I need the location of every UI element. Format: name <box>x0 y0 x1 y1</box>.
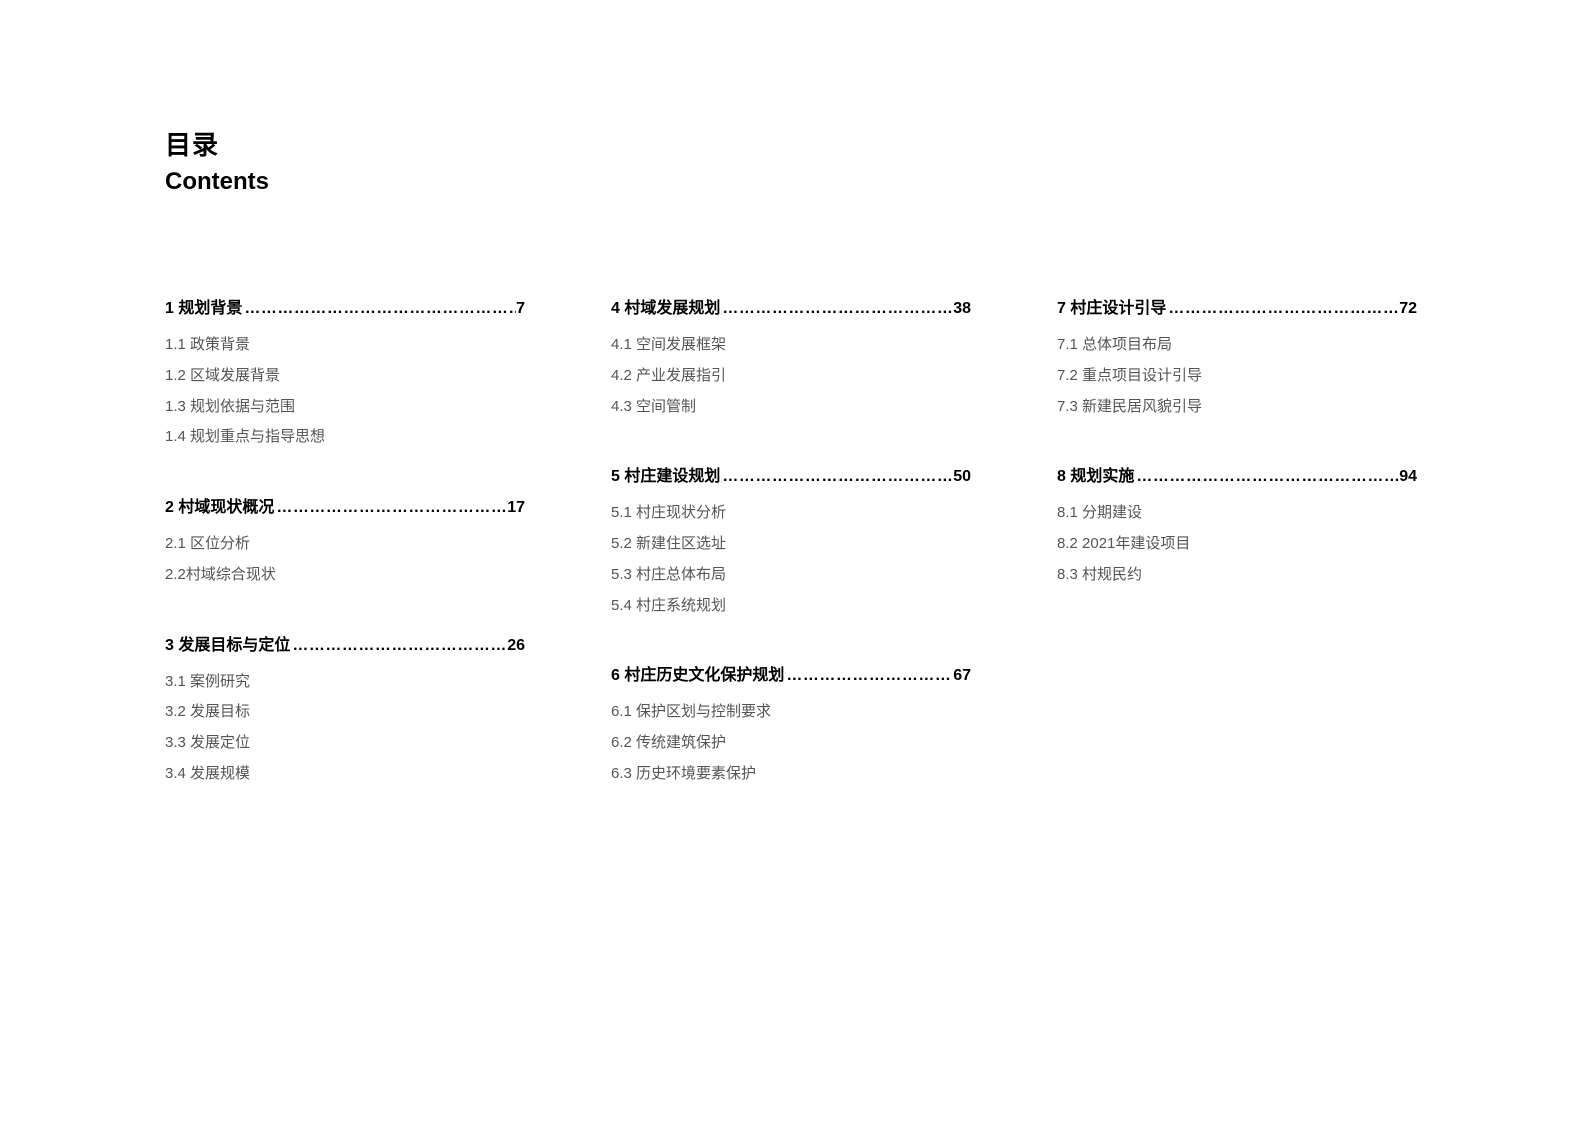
toc-section: 5 村庄建设规划 50 5.1 村庄现状分析5.2 新建住区选址5.3 村庄总体布局… <box>611 462 971 621</box>
toc-section-label: 6 村庄历史文化保护规划 <box>611 661 784 685</box>
toc-section-header: 7 村庄设计引导 72 <box>1057 294 1417 318</box>
title-block: 目录 Contents <box>165 125 1465 196</box>
toc-section-label: 7 村庄设计引导 <box>1057 294 1166 318</box>
toc-subitem: 8.2 2021年建设项目 <box>1057 529 1417 560</box>
toc-section-page: 50 <box>953 468 971 486</box>
toc-section-header: 2 村域现状概况 17 <box>165 493 525 517</box>
toc-leader-dots <box>784 667 953 685</box>
toc-subitem: 1.2 区域发展背景 <box>165 361 525 392</box>
toc-subitem: 5.1 村庄现状分析 <box>611 498 971 529</box>
toc-section-label: 5 村庄建设规划 <box>611 462 720 486</box>
toc-section-page: 7 <box>516 300 525 318</box>
toc-section-page: 94 <box>1399 468 1417 486</box>
toc-section: 8 规划实施 94 8.1 分期建设8.2 2021年建设项目8.3 村规民约 <box>1057 462 1417 590</box>
toc-section-page: 38 <box>953 300 971 318</box>
toc-subitem: 1.4 规划重点与指导思想 <box>165 422 525 453</box>
toc-subitem: 8.3 村规民约 <box>1057 560 1417 591</box>
toc-section-page: 67 <box>953 667 971 685</box>
toc-section-label: 2 村域现状概况 <box>165 493 274 517</box>
toc-subitem: 1.3 规划依据与范围 <box>165 392 525 423</box>
toc-subitem: 3.1 案例研究 <box>165 667 525 698</box>
toc-subitem: 7.3 新建民居风貌引导 <box>1057 392 1417 423</box>
toc-section-header: 3 发展目标与定位 26 <box>165 631 525 655</box>
toc-subitem: 4.3 空间管制 <box>611 392 971 423</box>
toc-subitem: 3.2 发展目标 <box>165 697 525 728</box>
toc-subitem: 5.4 村庄系统规划 <box>611 591 971 622</box>
toc-section-header: 5 村庄建设规划 50 <box>611 462 971 486</box>
toc-subitem: 6.1 保护区划与控制要求 <box>611 697 971 728</box>
toc-section: 1 规划背景 7 1.1 政策背景1.2 区域发展背景1.3 规划依据与范围1.4 … <box>165 294 525 453</box>
toc-columns: 1 规划背景 7 1.1 政策背景1.2 区域发展背景1.3 规划依据与范围1.4 … <box>165 294 1465 830</box>
toc-column: 4 村域发展规划 38 4.1 空间发展框架4.2 产业发展指引4.3 空间管制 5 … <box>611 294 971 830</box>
toc-subitem: 2.1 区位分析 <box>165 529 525 560</box>
toc-subitem: 4.2 产业发展指引 <box>611 361 971 392</box>
toc-section-header: 6 村庄历史文化保护规划 67 <box>611 661 971 685</box>
title-zh: 目录 <box>165 125 1465 162</box>
toc-section: 7 村庄设计引导 72 7.1 总体项目布局7.2 重点项目设计引导7.3 新建民居… <box>1057 294 1417 422</box>
toc-section-label: 1 规划背景 <box>165 294 242 318</box>
toc-section-header: 4 村域发展规划 38 <box>611 294 971 318</box>
toc-leader-dots <box>1134 468 1399 486</box>
toc-subitem: 2.2村域综合现状 <box>165 560 525 591</box>
toc-column: 1 规划背景 7 1.1 政策背景1.2 区域发展背景1.3 规划依据与范围1.4 … <box>165 294 525 830</box>
toc-subitem: 7.1 总体项目布局 <box>1057 330 1417 361</box>
toc-subitem: 6.2 传统建筑保护 <box>611 728 971 759</box>
toc-leader-dots <box>290 637 507 655</box>
toc-subitem: 4.1 空间发展框架 <box>611 330 971 361</box>
toc-leader-dots <box>1166 300 1399 318</box>
toc-leader-dots <box>274 499 507 517</box>
toc-section-label: 3 发展目标与定位 <box>165 631 290 655</box>
toc-subitem: 7.2 重点项目设计引导 <box>1057 361 1417 392</box>
toc-section-page: 26 <box>507 637 525 655</box>
toc-section: 2 村域现状概况 17 2.1 区位分析2.2村域综合现状 <box>165 493 525 591</box>
toc-leader-dots <box>242 300 516 318</box>
toc-section-header: 8 规划实施 94 <box>1057 462 1417 486</box>
toc-section: 4 村域发展规划 38 4.1 空间发展框架4.2 产业发展指引4.3 空间管制 <box>611 294 971 422</box>
toc-section-header: 1 规划背景 7 <box>165 294 525 318</box>
toc-section-page: 72 <box>1399 300 1417 318</box>
toc-section-label: 8 规划实施 <box>1057 462 1134 486</box>
toc-subitem: 3.4 发展规模 <box>165 759 525 790</box>
toc-section: 3 发展目标与定位 26 3.1 案例研究3.2 发展目标3.3 发展定位3.4 发… <box>165 631 525 790</box>
toc-subitem: 5.3 村庄总体布局 <box>611 560 971 591</box>
toc-leader-dots <box>720 300 953 318</box>
toc-subitem: 1.1 政策背景 <box>165 330 525 361</box>
title-en: Contents <box>165 168 1465 196</box>
toc-column: 7 村庄设计引导 72 7.1 总体项目布局7.2 重点项目设计引导7.3 新建民居… <box>1057 294 1417 830</box>
toc-section: 6 村庄历史文化保护规划 67 6.1 保护区划与控制要求6.2 传统建筑保护6.3… <box>611 661 971 789</box>
toc-subitem: 3.3 发展定位 <box>165 728 525 759</box>
toc-section-label: 4 村域发展规划 <box>611 294 720 318</box>
toc-subitem: 8.1 分期建设 <box>1057 498 1417 529</box>
toc-subitem: 6.3 历史环境要素保护 <box>611 759 971 790</box>
toc-leader-dots <box>720 468 953 486</box>
toc-section-page: 17 <box>507 499 525 517</box>
toc-subitem: 5.2 新建住区选址 <box>611 529 971 560</box>
toc-page: 目录 Contents 1 规划背景 7 1.1 政策背景1.2 区域发展背景1.3… <box>165 125 1465 830</box>
